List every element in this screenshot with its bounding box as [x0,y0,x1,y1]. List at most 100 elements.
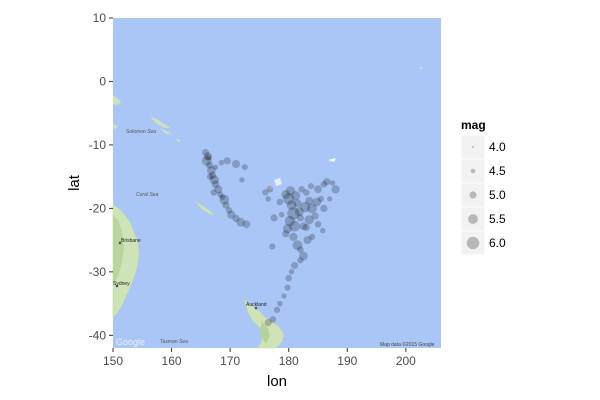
earthquake-point-33 [278,211,285,218]
earthquake-point-67 [273,306,281,313]
earthquake-point-29 [266,186,274,193]
legend-label-3: 5.5 [489,212,506,226]
map-attribution: Map data ©2015 Google [380,341,435,348]
earthquake-point-41 [291,191,301,201]
earthquake-point-72 [320,204,328,212]
earthquake-point-12 [225,207,233,214]
earthquake-point-36 [286,200,297,211]
earthquake-point-50 [314,185,322,194]
earthquake-point-20 [218,159,225,166]
y-tick-label--10: -10 [89,138,107,152]
earthquake-point-27 [262,189,269,196]
small-island-north [419,67,422,70]
auckland-label: Auckland [246,302,267,308]
legend-key-point-2 [469,191,477,199]
map-tiles: Solomon Sea Coral Sea Tasman Sea Brisban… [112,67,435,349]
earthquake-point-56 [302,223,310,231]
legend-key-point-1 [470,168,476,174]
samoa-island [328,158,336,162]
earthquake-point-80 [307,183,315,190]
new-caledonia [195,201,215,216]
earthquake-point-77 [299,201,311,213]
y-axis: 10 0 -10 -20 -30 -40 [89,11,113,342]
legend-label-1: 4.5 [489,164,506,178]
earthquake-point-15 [236,217,246,227]
earthquake-point-55 [331,185,340,194]
earthquake-point-2 [201,155,212,166]
earthquake-point-79 [285,186,296,196]
legend-key-point-4 [466,236,480,250]
earthquake-point-76 [312,197,322,207]
y-tick-label--30: -30 [89,265,107,279]
legend-keys: 4.0 4.5 5.0 5.5 6.0 [460,134,506,256]
legend-key-point-3 [468,214,478,224]
earthquake-point-4 [207,165,216,175]
x-axis: 150 160 170 180 190 200 [103,348,416,368]
x-axis-title: lon [267,373,287,390]
legend-title: mag [461,118,486,132]
earthquake-point-34 [281,190,291,199]
x-tick-label-180: 180 [279,354,299,368]
earthquake-point-0 [201,148,210,157]
earthquake-point-5 [209,171,217,179]
earthquake-point-13 [227,210,236,219]
earthquake-point-48 [307,203,317,214]
png-landmass [113,95,121,105]
sydney-marker [115,284,119,288]
earthquake-point-63 [285,274,293,282]
earthquake-point-45 [299,222,308,231]
earthquake-point-62 [288,269,295,275]
earthquake-point-78 [289,220,300,232]
fiji-island-1 [274,178,282,186]
earthquake-point-49 [311,212,319,220]
earthquake-point-11 [222,201,230,209]
earthquake-point-17 [205,154,212,161]
x-tick-label-160: 160 [162,354,182,368]
solomon-islands-2 [160,128,172,134]
legend-label-4: 6.0 [489,236,506,250]
earthquake-point-54 [329,180,336,186]
earthquake-point-3 [206,161,214,169]
earthquake-point-26 [239,177,245,183]
earthquake-point-46 [303,189,310,196]
brisbane-label: Brisbane [121,238,141,244]
legend-label-2: 5.0 [489,188,506,202]
earthquake-point-23 [241,164,248,171]
earthquake-point-14 [232,214,240,223]
earthquake-point-82 [304,215,314,225]
earthquake-point-57 [303,236,312,245]
earthquake-point-43 [294,207,304,217]
solomon-islands-1 [150,116,170,128]
australia-coast-ridge [113,215,124,286]
earthquake-point-44 [296,214,304,222]
earthquake-point-83 [298,186,305,193]
earthquake-point-10 [219,194,230,205]
google-logo: Google [116,337,145,347]
earthquake-point-28 [265,196,272,202]
earthquake-point-22 [231,159,241,169]
earthquake-point-38 [284,215,296,227]
earthquake-point-19 [212,164,219,170]
legend-label-0: 4.0 [489,140,506,154]
coral-sea-label: Coral Sea [136,192,158,198]
nz-ridge [260,322,270,344]
earthquake-point-31 [269,243,276,250]
legend-key-box-1 [460,158,486,184]
y-tick-label--20: -20 [89,201,107,215]
earthquake-point-40 [282,230,290,238]
earthquake-point-24 [210,189,217,196]
earthquake-point-37 [287,207,300,220]
earthquake-point-30 [270,214,278,222]
earthquake-point-74 [292,240,303,251]
earthquake-point-64 [284,284,291,291]
earthquake-point-65 [281,293,287,299]
earthquake-point-71 [314,221,322,228]
earthquake-point-39 [282,224,293,234]
earthquake-point-9 [217,191,224,198]
earthquake-point-47 [305,196,314,205]
earthquake-point-53 [323,178,331,186]
earthquake-point-6 [209,175,219,185]
earthquake-point-35 [283,193,295,205]
earthquake-points [201,148,340,327]
